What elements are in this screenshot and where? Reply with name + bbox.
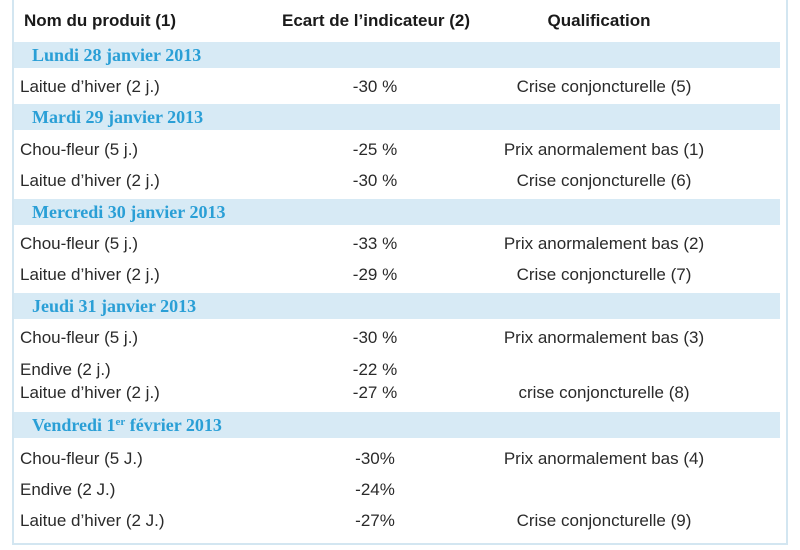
- date-band: Mardi 29 janvier 2013: [14, 104, 780, 130]
- header-qualification: Qualification: [547, 11, 651, 30]
- gap-cell: -29 %: [352, 265, 398, 284]
- qualification-cell: Prix anormalement bas (3): [503, 328, 705, 347]
- gap-cell: -30 %: [352, 328, 398, 347]
- gap-cell: -30 %: [352, 77, 398, 96]
- product-cell: Chou-fleur (5 j.): [20, 140, 139, 159]
- product-cell: Chou-fleur (5 J.): [20, 449, 143, 468]
- header-product: Nom du produit (1): [24, 11, 177, 30]
- gap-cell: -25 %: [352, 140, 398, 159]
- qualification-cell: Crise conjoncturelle (6): [516, 171, 692, 190]
- product-cell: Chou-fleur (5 j.): [20, 234, 139, 253]
- product-cell: Endive (2 J.): [20, 480, 116, 499]
- product-cell: Laitue d’hiver (2 j.): [20, 77, 160, 96]
- product-cell: Chou-fleur (5 j.): [20, 328, 139, 347]
- date-label: Mardi 29 janvier 2013: [32, 107, 204, 127]
- qualification-cell: Prix anormalement bas (2): [503, 234, 705, 253]
- product-cell: Laitue d’hiver (2 J.): [20, 511, 165, 530]
- qualification-cell: Prix anormalement bas (4): [503, 449, 705, 468]
- gap-cell: -22 %: [352, 360, 398, 379]
- qualification-cell: Prix anormalement bas (1): [503, 140, 705, 159]
- product-cell: Laitue d’hiver (2 j.): [20, 171, 160, 190]
- qualification-cell: Crise conjoncturelle (7): [516, 265, 692, 284]
- qualification-cell: crise conjoncturelle (8): [518, 383, 690, 402]
- qualification-cell: Crise conjoncturelle (9): [516, 511, 692, 530]
- gap-cell: -27 %: [352, 383, 398, 402]
- gap-cell: -33 %: [352, 234, 398, 253]
- date-band: Vendredi 1er février 2013: [14, 412, 780, 438]
- date-label: Jeudi 31 janvier 2013: [32, 296, 197, 316]
- gap-cell: -24%: [355, 480, 395, 499]
- header-gap: Ecart de l’indicateur (2): [282, 11, 470, 30]
- date-label: Lundi 28 janvier 2013: [32, 45, 202, 65]
- table-frame: [12, 0, 788, 545]
- gap-cell: -27%: [355, 511, 395, 530]
- date-band: Mercredi 30 janvier 2013: [14, 199, 780, 225]
- date-label: Mercredi 30 janvier 2013: [32, 202, 226, 222]
- product-cell: Laitue d’hiver (2 j.): [20, 265, 160, 284]
- qualification-cell: Crise conjoncturelle (5): [516, 77, 692, 96]
- product-cell: Endive (2 j.): [20, 360, 111, 379]
- date-label: Vendredi 1er février 2013: [32, 415, 222, 435]
- product-cell: Laitue d’hiver (2 j.): [20, 383, 160, 402]
- date-band: Jeudi 31 janvier 2013: [14, 293, 780, 319]
- date-band: Lundi 28 janvier 2013: [14, 42, 780, 68]
- gap-cell: -30 %: [352, 171, 398, 190]
- gap-cell: -30%: [355, 449, 395, 468]
